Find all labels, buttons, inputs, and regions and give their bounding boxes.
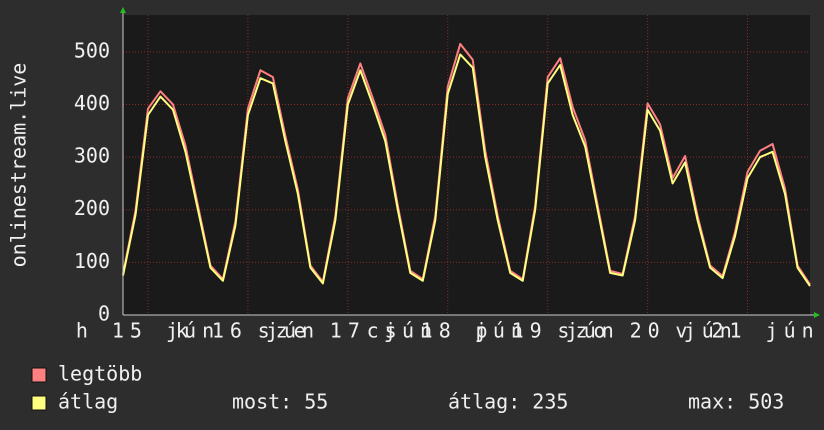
x-tick-label: h 15 jún — [76, 319, 220, 343]
y-tick-label: 500 — [74, 38, 110, 62]
y-tick-label: 400 — [74, 91, 110, 115]
stat: max: 503 — [688, 390, 784, 414]
legend: legtöbb átlag most: 55 átlag: 235 max: 503 — [31, 362, 784, 414]
y-tick-label: 0 — [98, 302, 110, 326]
x-tick-label: cs 18 jún — [367, 319, 529, 343]
legend-label: átlag — [58, 390, 118, 414]
legend-swatch — [31, 395, 47, 411]
y-arrow — [120, 7, 126, 13]
y-tick-label: 200 — [74, 196, 110, 220]
x-arrow — [814, 312, 820, 318]
plot-area — [123, 15, 810, 315]
lines — [122, 42, 811, 287]
stat: átlag: 235 — [448, 390, 568, 414]
x-tick-label: k 16 jún — [176, 319, 320, 343]
y-tick-label: 100 — [74, 249, 110, 273]
stat: most: 55 — [232, 390, 328, 414]
x-tick-label: sze 17 jún — [258, 319, 438, 343]
series-line — [122, 53, 811, 287]
legend-swatch — [31, 367, 47, 383]
legend-label: legtöbb — [58, 362, 142, 386]
y-tick-label: 300 — [74, 144, 110, 168]
x-tick-label: p 19 jún — [476, 319, 620, 343]
x-tick-label: szo 20 jún — [557, 319, 737, 343]
y-axis-label: onlinestream.live — [7, 63, 31, 268]
x-tick-label: v 21 jún — [675, 319, 819, 343]
